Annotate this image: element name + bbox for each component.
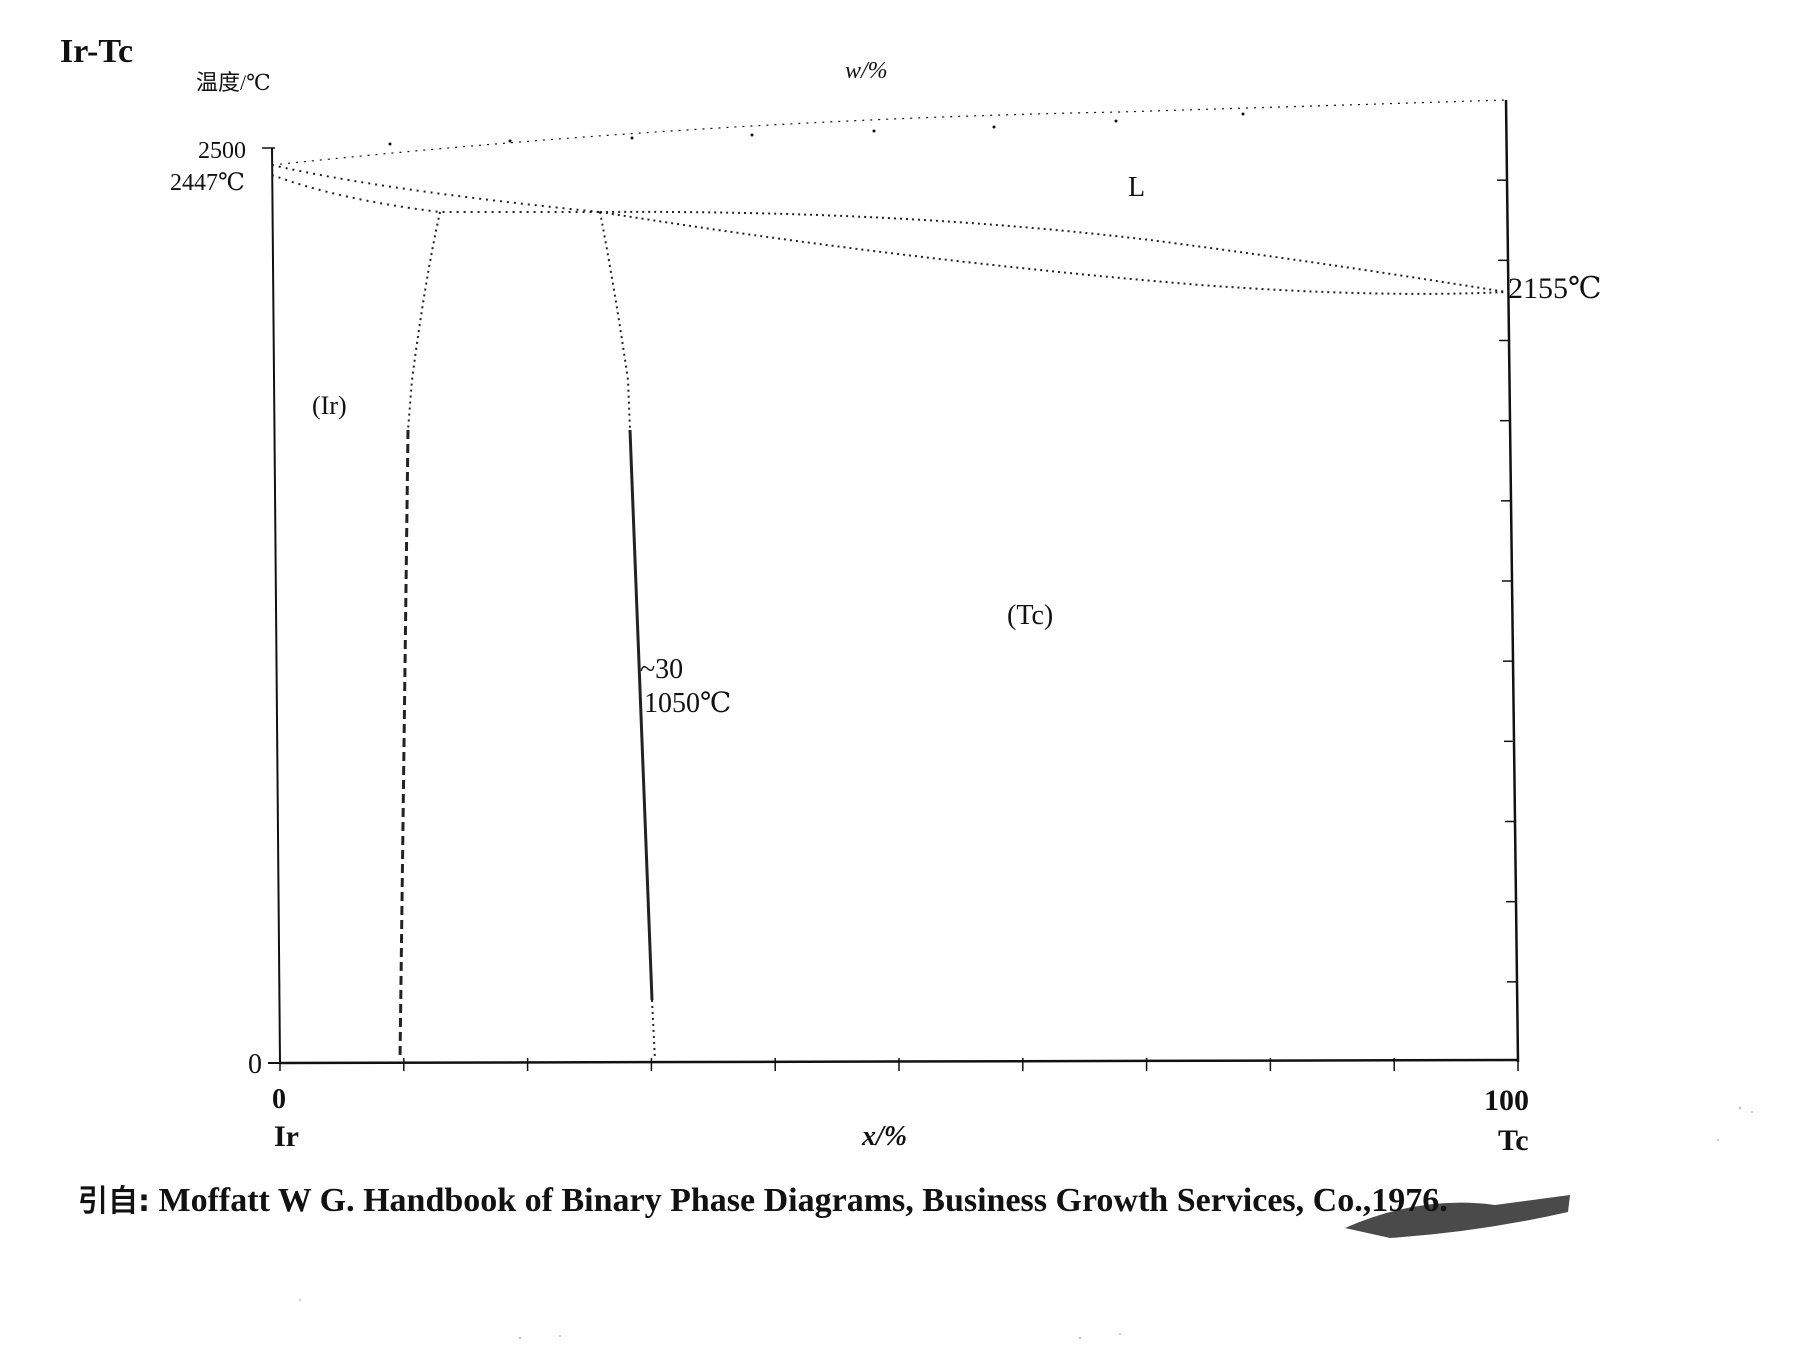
x-end-right: Tc	[1498, 1124, 1529, 1157]
right-axis-ticks	[1497, 179, 1517, 983]
x-tick-left: 0	[272, 1084, 286, 1115]
top-axis-ticks	[388, 112, 1245, 146]
tc-melting-label: 2155℃	[1508, 272, 1602, 305]
ir-solidus-curve	[271, 174, 600, 213]
y-tick-zero: 0	[248, 1049, 262, 1080]
tc-liquidus-curve	[599, 210, 1507, 293]
scan-noise	[299, 1106, 1753, 1340]
peritectic-temperature: 1050℃	[644, 688, 731, 719]
y-axis-label: 温度/℃	[196, 70, 271, 95]
top-axis	[271, 99, 1507, 166]
x-tick-right: 100	[1484, 1084, 1529, 1117]
left-axis	[271, 147, 281, 1064]
x-end-left: Ir	[274, 1120, 299, 1153]
ir-solvus-upper	[407, 211, 441, 431]
phase-boundaries	[271, 164, 1507, 1061]
ir-solvus-lower	[398, 429, 410, 1061]
ir-solid-region-label: (Ir)	[312, 391, 347, 420]
tc-solvus-solid	[628, 429, 654, 1001]
liquid-region-label: L	[1128, 172, 1145, 203]
peritectic-composition: ~30	[640, 654, 683, 685]
axes-frame	[271, 99, 1520, 1065]
source-citation: 引自: Moffatt W G. Handbook of Binary Phas…	[78, 1178, 1618, 1225]
x-axis-ticks	[279, 1058, 1519, 1071]
citation-text: Moffatt W G. Handbook of Binary Phase Di…	[158, 1182, 1448, 1219]
citation-prefix: 引自:	[78, 1184, 150, 1219]
ir-melting-label: 2447℃	[170, 170, 245, 196]
tc-solvus-upper	[599, 211, 631, 431]
tc-solvus-bottom	[651, 999, 656, 1061]
scan-smudge	[1345, 1195, 1570, 1238]
ir-liquidus-curve	[271, 164, 601, 213]
tc-solid-region-label: (Tc)	[1007, 600, 1053, 631]
x-axis-label: x/%	[861, 1121, 907, 1152]
y-tick-2500: 2500	[198, 138, 246, 164]
system-label: Ir-Tc	[60, 33, 133, 70]
tc-solidus-curve	[599, 211, 1507, 295]
top-axis-label: w/%	[845, 58, 888, 84]
